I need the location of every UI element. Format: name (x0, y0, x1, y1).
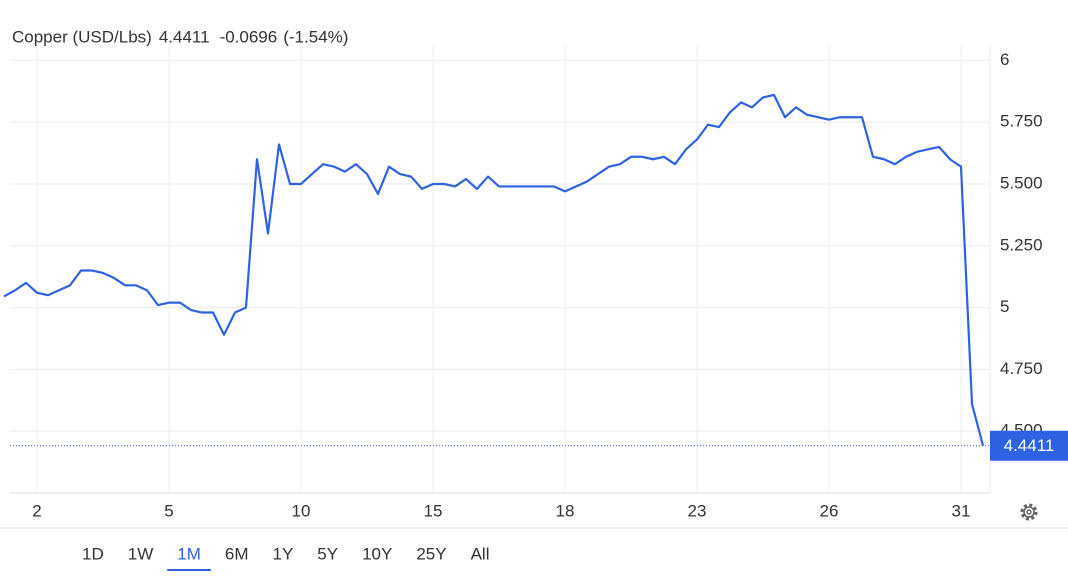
range-button[interactable]: 25Y (416, 544, 446, 563)
price-line (3, 93, 985, 447)
x-tick-label: 18 (556, 501, 575, 520)
grid (10, 45, 990, 493)
y-tick-label: 5 (1000, 297, 1009, 316)
last-price-tag (990, 430, 1068, 461)
x-tick-label: 15 (424, 501, 443, 520)
x-tick-label: 26 (820, 501, 839, 520)
range-button[interactable]: 5Y (317, 544, 338, 563)
price-change: -0.0696 (220, 27, 278, 46)
last-price-tag-label: 4.4411 (1004, 436, 1055, 455)
range-button[interactable]: 1M (177, 544, 201, 563)
chart-title: Copper (USD/Lbs) (12, 27, 152, 46)
range-button[interactable]: 1W (128, 544, 154, 563)
last-price: 4.4411 (159, 27, 210, 46)
y-tick-label: 5.250 (1000, 235, 1043, 254)
y-tick-label: 4.750 (1000, 359, 1043, 378)
y-tick-label: 6 (1000, 50, 1009, 69)
settings-icon[interactable] (1020, 503, 1038, 521)
range-button[interactable]: 10Y (362, 544, 392, 563)
x-tick-label: 10 (292, 501, 311, 520)
range-button[interactable]: 1D (82, 544, 104, 563)
range-button[interactable]: 6M (225, 544, 249, 563)
x-tick-label: 2 (32, 501, 41, 520)
range-button[interactable]: All (471, 544, 490, 563)
x-tick-label: 5 (164, 501, 173, 520)
price-change-percent: (-1.54%) (283, 27, 348, 46)
y-tick-label: 5.500 (1000, 173, 1043, 192)
y-tick-label: 5.750 (1000, 112, 1043, 131)
x-tick-label: 23 (688, 501, 707, 520)
range-button[interactable]: 1Y (272, 544, 293, 563)
x-tick-label: 31 (952, 501, 971, 520)
